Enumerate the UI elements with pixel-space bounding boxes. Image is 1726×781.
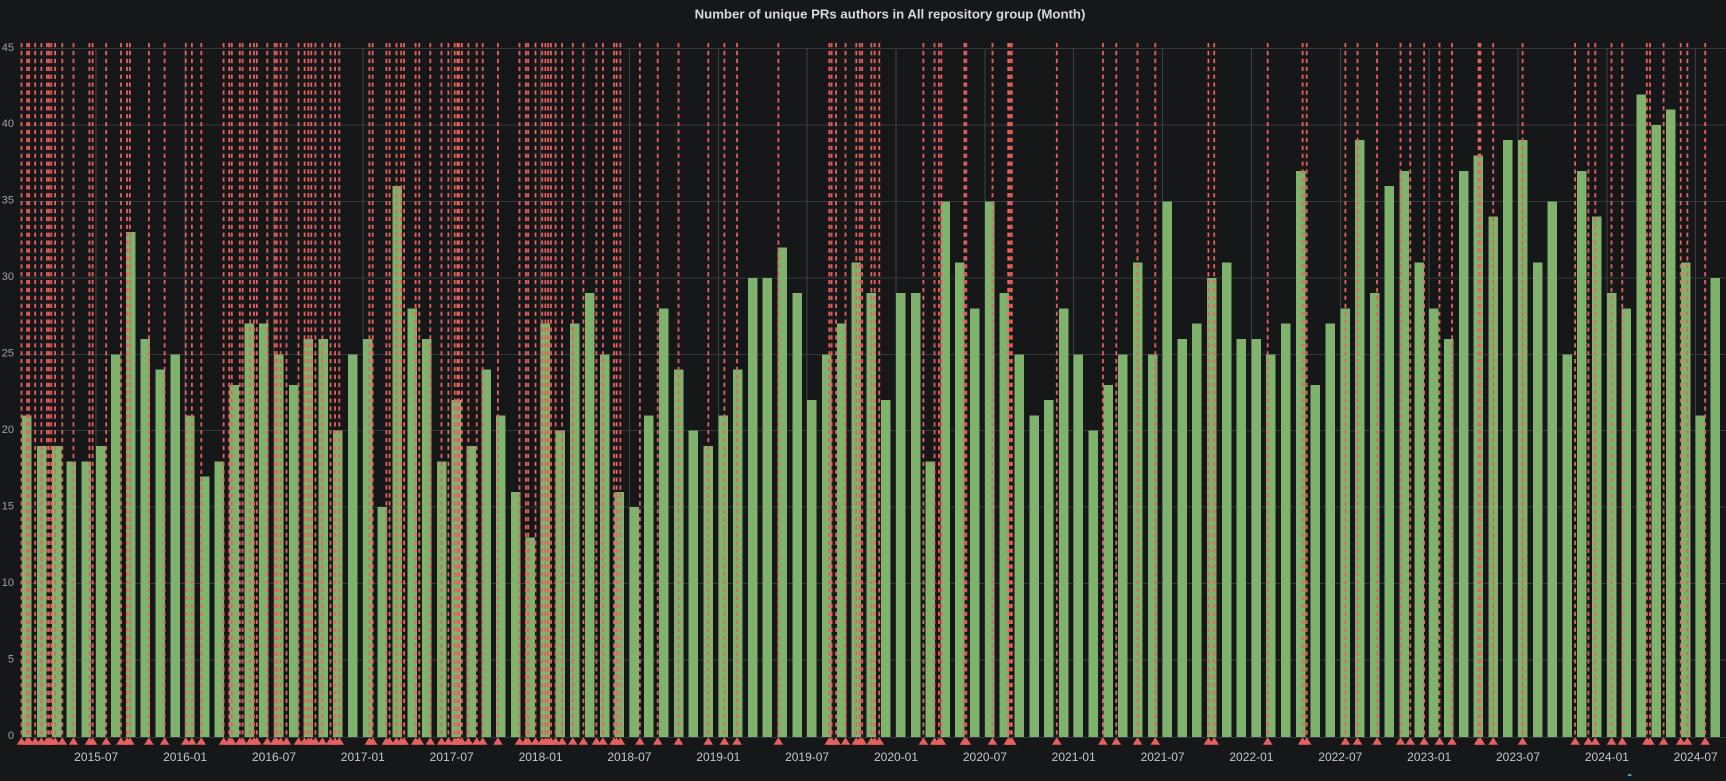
svg-text:2019-01: 2019-01 <box>696 750 740 764</box>
svg-text:2020-07: 2020-07 <box>963 750 1007 764</box>
svg-text:2022-01: 2022-01 <box>1229 750 1273 764</box>
svg-text:2019-07: 2019-07 <box>785 750 829 764</box>
svg-text:15: 15 <box>2 501 14 513</box>
svg-text:2023-01: 2023-01 <box>1407 750 1451 764</box>
svg-text:5: 5 <box>8 653 14 665</box>
svg-text:Number of unique PRs authors i: Number of unique PRs authors in All repo… <box>695 7 1086 22</box>
svg-text:2024-01: 2024-01 <box>1585 750 1629 764</box>
svg-text:2016-07: 2016-07 <box>252 750 296 764</box>
svg-text:2017-07: 2017-07 <box>430 750 474 764</box>
svg-text:45: 45 <box>2 42 14 54</box>
svg-text:20: 20 <box>2 424 14 436</box>
svg-text:10: 10 <box>2 577 14 589</box>
svg-text:40: 40 <box>2 118 14 130</box>
svg-text:2017-01: 2017-01 <box>341 750 385 764</box>
svg-text:35: 35 <box>2 195 14 207</box>
svg-text:2023-07: 2023-07 <box>1496 750 1540 764</box>
svg-text:0: 0 <box>8 730 14 742</box>
svg-text:2021-07: 2021-07 <box>1141 750 1185 764</box>
svg-text:2018-01: 2018-01 <box>519 750 563 764</box>
svg-text:2016-01: 2016-01 <box>163 750 207 764</box>
svg-text:2022-07: 2022-07 <box>1318 750 1362 764</box>
svg-text:2018-07: 2018-07 <box>607 750 651 764</box>
svg-text:30: 30 <box>2 271 14 283</box>
svg-text:2021-01: 2021-01 <box>1052 750 1096 764</box>
svg-text:2015-07: 2015-07 <box>74 750 118 764</box>
svg-text:2024-07: 2024-07 <box>1674 750 1718 764</box>
svg-text:2020-01: 2020-01 <box>874 750 918 764</box>
svg-text:25: 25 <box>2 348 14 360</box>
